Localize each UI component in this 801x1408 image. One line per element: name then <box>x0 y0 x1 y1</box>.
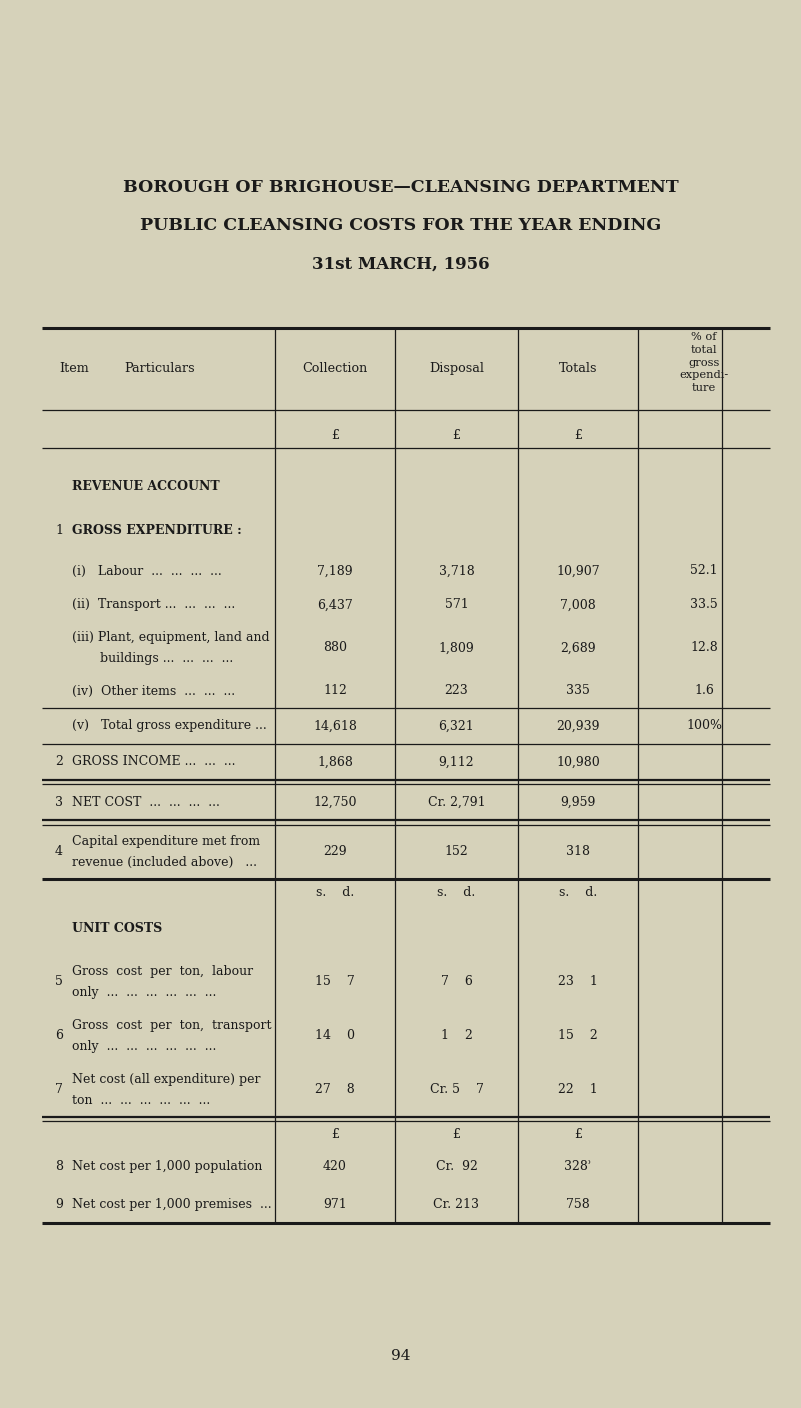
Text: buildings ...  ...  ...  ...: buildings ... ... ... ... <box>72 652 233 665</box>
Text: 15    7: 15 7 <box>315 976 355 988</box>
Text: (iii) Plant, equipment, land and: (iii) Plant, equipment, land and <box>72 631 270 643</box>
Text: Gross  cost  per  ton,  transport: Gross cost per ton, transport <box>72 1019 272 1032</box>
Text: £: £ <box>574 1128 582 1140</box>
Text: only  ...  ...  ...  ...  ...  ...: only ... ... ... ... ... ... <box>72 986 216 1000</box>
Text: 2: 2 <box>55 756 62 769</box>
Text: 7,189: 7,189 <box>317 565 352 577</box>
Text: 318: 318 <box>566 845 590 859</box>
Text: Cr.  92: Cr. 92 <box>436 1160 477 1173</box>
Text: 1,868: 1,868 <box>317 756 353 769</box>
Text: 4: 4 <box>55 845 63 859</box>
Text: Net cost (all expenditure) per: Net cost (all expenditure) per <box>72 1073 260 1086</box>
Text: 27    8: 27 8 <box>315 1084 355 1097</box>
Text: GROSS EXPENDITURE :: GROSS EXPENDITURE : <box>72 525 242 538</box>
Text: Capital expenditure met from: Capital expenditure met from <box>72 835 260 848</box>
Text: Cr. 213: Cr. 213 <box>433 1198 480 1211</box>
Text: 100%: 100% <box>686 719 722 732</box>
Text: 5: 5 <box>55 976 62 988</box>
Text: GROSS INCOME ...  ...  ...: GROSS INCOME ... ... ... <box>72 756 235 769</box>
Text: Collection: Collection <box>302 362 368 376</box>
Text: 6: 6 <box>55 1029 63 1042</box>
Text: £: £ <box>453 429 461 442</box>
Text: 571: 571 <box>445 598 469 611</box>
Text: 1.6: 1.6 <box>694 684 714 697</box>
Text: 31st MARCH, 1956: 31st MARCH, 1956 <box>312 255 489 273</box>
Text: 1    2: 1 2 <box>441 1029 473 1042</box>
Text: £: £ <box>453 1128 461 1140</box>
Text: 94: 94 <box>391 1349 410 1363</box>
Text: 6,437: 6,437 <box>317 598 353 611</box>
Text: 8: 8 <box>55 1160 63 1173</box>
Text: 33.5: 33.5 <box>690 598 718 611</box>
Text: (v)   Total gross expenditure ...: (v) Total gross expenditure ... <box>72 719 267 732</box>
Text: 20,939: 20,939 <box>556 719 600 732</box>
Text: 2,689: 2,689 <box>560 642 596 655</box>
Text: £: £ <box>574 429 582 442</box>
Text: Cr. 2,791: Cr. 2,791 <box>428 796 485 810</box>
Text: 229: 229 <box>323 845 347 859</box>
Text: PUBLIC CLEANSING COSTS FOR THE YEAR ENDING: PUBLIC CLEANSING COSTS FOR THE YEAR ENDI… <box>140 217 661 235</box>
Text: % of
total
gross
expendi-
ture: % of total gross expendi- ture <box>679 332 729 393</box>
Text: Item: Item <box>59 362 89 376</box>
Text: 112: 112 <box>323 684 347 697</box>
Text: (ii)  Transport ...  ...  ...  ...: (ii) Transport ... ... ... ... <box>72 598 235 611</box>
Text: 12,750: 12,750 <box>313 796 356 810</box>
Text: s.    d.: s. d. <box>316 887 354 900</box>
Text: (i)   Labour  ...  ...  ...  ...: (i) Labour ... ... ... ... <box>72 565 222 577</box>
Text: Net cost per 1,000 premises  ...: Net cost per 1,000 premises ... <box>72 1198 272 1211</box>
Text: 328ʾ: 328ʾ <box>564 1160 592 1173</box>
Text: BOROUGH OF BRIGHOUSE—CLEANSING DEPARTMENT: BOROUGH OF BRIGHOUSE—CLEANSING DEPARTMEN… <box>123 179 678 197</box>
Text: (iv)  Other items  ...  ...  ...: (iv) Other items ... ... ... <box>72 684 235 697</box>
Text: Disposal: Disposal <box>429 362 484 376</box>
Text: Cr. 5    7: Cr. 5 7 <box>429 1084 484 1097</box>
Text: 14    0: 14 0 <box>315 1029 355 1042</box>
Text: 152: 152 <box>445 845 469 859</box>
Text: only  ...  ...  ...  ...  ...  ...: only ... ... ... ... ... ... <box>72 1041 216 1053</box>
Text: 971: 971 <box>323 1198 347 1211</box>
Text: NET COST  ...  ...  ...  ...: NET COST ... ... ... ... <box>72 796 220 810</box>
Text: Gross  cost  per  ton,  labour: Gross cost per ton, labour <box>72 964 253 977</box>
Text: Totals: Totals <box>559 362 598 376</box>
Text: s.    d.: s. d. <box>559 887 597 900</box>
Text: 223: 223 <box>445 684 469 697</box>
Text: 3: 3 <box>55 796 63 810</box>
Text: 15    2: 15 2 <box>558 1029 598 1042</box>
Text: ton  ...  ...  ...  ...  ...  ...: ton ... ... ... ... ... ... <box>72 1094 210 1107</box>
Text: 7: 7 <box>55 1084 62 1097</box>
Text: 880: 880 <box>323 642 347 655</box>
Text: 420: 420 <box>323 1160 347 1173</box>
Text: 9,959: 9,959 <box>561 796 596 810</box>
Text: 10,980: 10,980 <box>556 756 600 769</box>
Text: £: £ <box>331 1128 339 1140</box>
Text: 12.8: 12.8 <box>690 642 718 655</box>
Text: 10,907: 10,907 <box>556 565 600 577</box>
Text: 52.1: 52.1 <box>690 565 718 577</box>
Text: UNIT COSTS: UNIT COSTS <box>72 922 163 935</box>
Text: £: £ <box>331 429 339 442</box>
Text: 1,809: 1,809 <box>439 642 474 655</box>
Text: 1: 1 <box>55 525 63 538</box>
Text: 9,112: 9,112 <box>439 756 474 769</box>
Text: 6,321: 6,321 <box>439 719 474 732</box>
Text: 758: 758 <box>566 1198 590 1211</box>
Text: REVENUE ACCOUNT: REVENUE ACCOUNT <box>72 480 219 493</box>
Text: 3,718: 3,718 <box>439 565 474 577</box>
Text: revenue (included above)   ...: revenue (included above) ... <box>72 856 257 869</box>
Text: Net cost per 1,000 population: Net cost per 1,000 population <box>72 1160 263 1173</box>
Text: 7    6: 7 6 <box>441 976 473 988</box>
Text: 7,008: 7,008 <box>560 598 596 611</box>
Text: 22    1: 22 1 <box>558 1084 598 1097</box>
Text: 335: 335 <box>566 684 590 697</box>
Text: 14,618: 14,618 <box>313 719 357 732</box>
Text: 23    1: 23 1 <box>558 976 598 988</box>
Text: Particulars: Particulars <box>125 362 195 376</box>
Text: 9: 9 <box>55 1198 62 1211</box>
Text: s.    d.: s. d. <box>437 887 476 900</box>
